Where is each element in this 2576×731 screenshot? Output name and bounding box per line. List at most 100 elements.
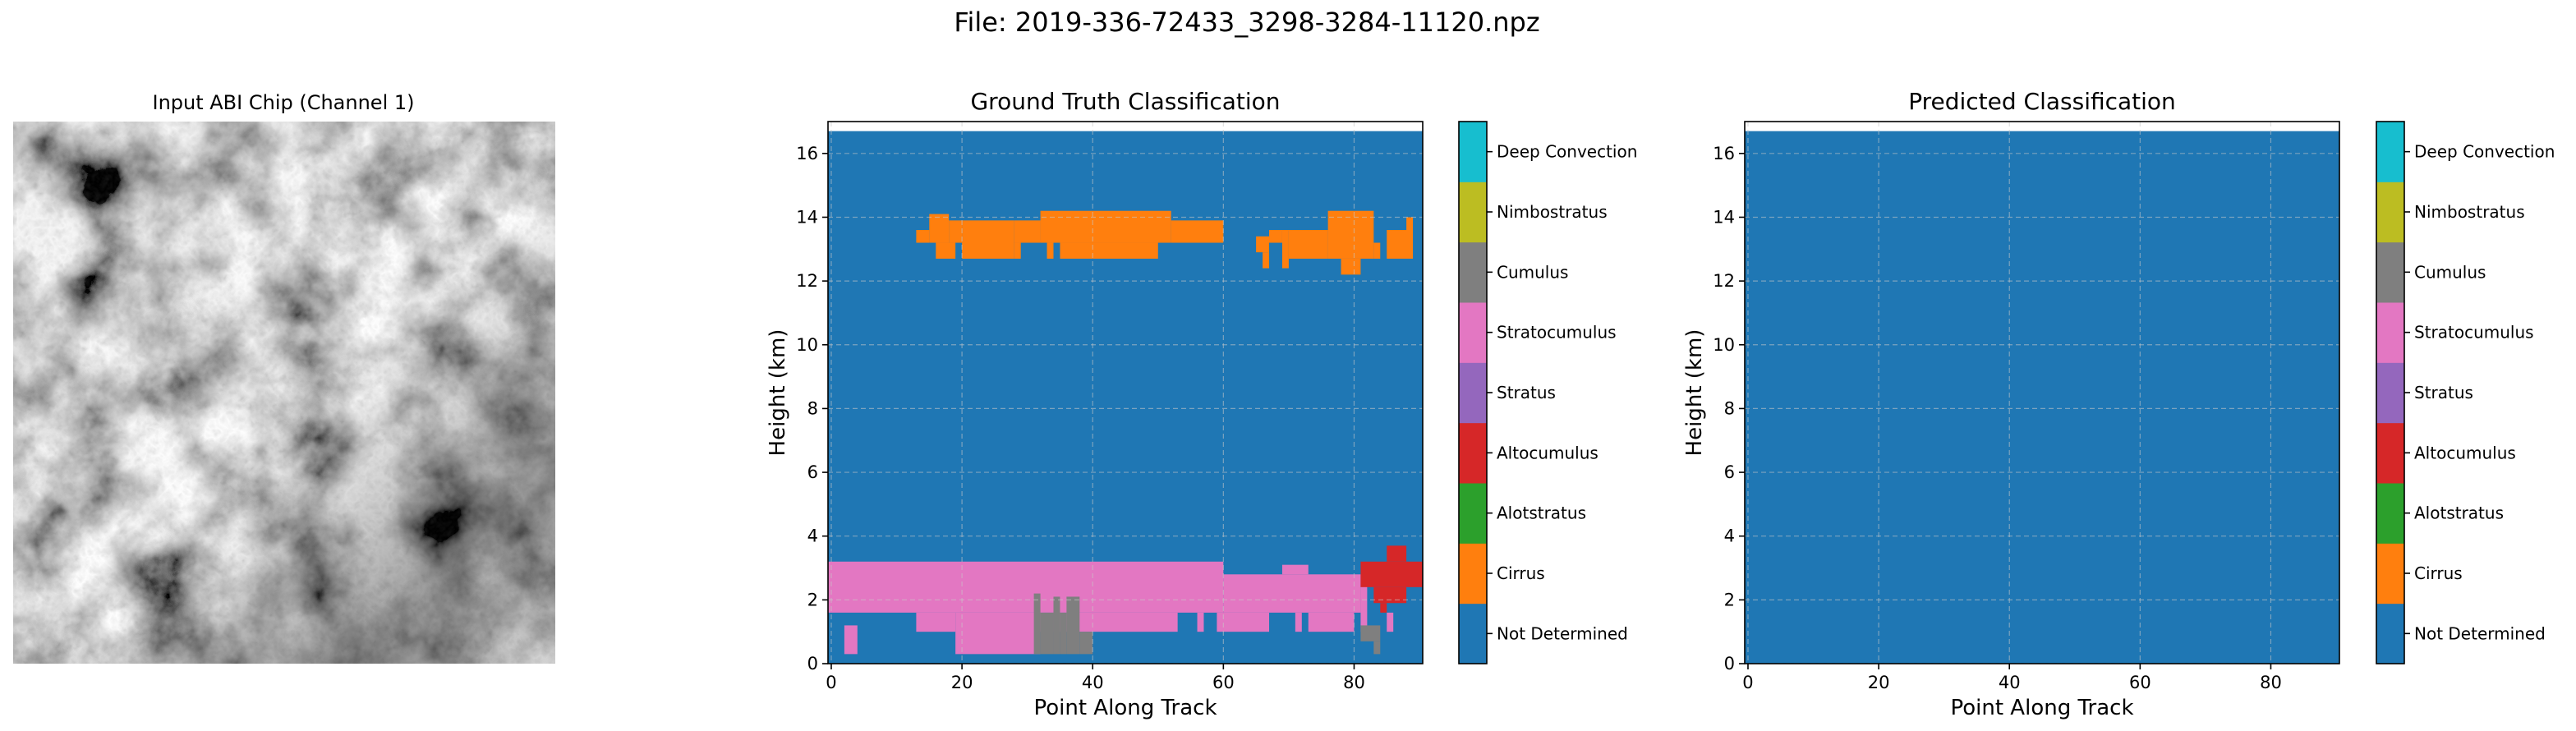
- abi-image-panel: Input ABI Chip (Channel 1): [13, 91, 555, 664]
- colorbar-label: Cumulus: [1497, 262, 1568, 282]
- y-tick-label: 10: [796, 335, 818, 355]
- heatmap-cell-cirrus: [1171, 220, 1224, 243]
- heatmap-cell-cirrus: [1014, 242, 1021, 259]
- colorbar-swatch: [2376, 483, 2404, 544]
- colorbar-label: Cumulus: [2414, 262, 2486, 282]
- colorbar-swatch: [2376, 422, 2404, 484]
- y-tick-label: 0: [1724, 654, 1735, 674]
- y-tick-label: 10: [1713, 335, 1735, 355]
- colorbar-frame: [1458, 121, 1488, 664]
- colorbar-label: Cirrus: [1497, 563, 1545, 583]
- x-tick-label: 80: [1343, 673, 1365, 692]
- heatmap-cell-stratocumulus: [1308, 612, 1355, 632]
- heatmap-cell-altocumulus: [1360, 561, 1423, 587]
- heatmap-cell-cumulus: [1360, 625, 1381, 641]
- heatmap-cell-cumulus: [1033, 593, 1041, 655]
- colorbar-frame: [2376, 121, 2405, 664]
- heatmap-cell-stratocumulus: [916, 612, 956, 632]
- x-tick-label: 80: [2260, 673, 2282, 692]
- y-tick-label: 0: [807, 654, 818, 674]
- heatmap-cell-stratocumulus: [1197, 612, 1204, 632]
- heatmap-cell-cirrus: [1263, 252, 1270, 269]
- heatmap-cell-cirrus: [1040, 210, 1171, 243]
- y-tick-label: 14: [1713, 207, 1735, 227]
- heatmap-cell-stratocumulus: [1223, 574, 1361, 613]
- ground-truth-xlabel: Point Along Track: [1033, 696, 1217, 720]
- heatmap-cell-cirrus: [1046, 242, 1054, 259]
- heatmap-cell-cirrus: [916, 230, 930, 243]
- ground-truth-panel: Ground Truth Classification 0 20 40 60 80 0 2 4…: [766, 88, 1637, 720]
- x-tick-label: 60: [1212, 673, 1235, 692]
- heatmap-cell-cirrus: [1269, 230, 1282, 243]
- y-tick-label: 2: [1724, 590, 1735, 609]
- colorbar-label: Not Determined: [1497, 623, 1628, 643]
- heatmap-cell-cirrus: [1288, 230, 1328, 259]
- heatmap-cell-cirrus: [949, 220, 963, 243]
- colorbar-label: Alotstratus: [2414, 503, 2504, 523]
- heatmap-cell-cirrus: [1014, 220, 1041, 243]
- y-tick-label: 12: [1713, 271, 1735, 291]
- x-tick-label: 40: [1999, 673, 2021, 692]
- ground-truth-ylabel: Height (km): [766, 329, 790, 457]
- colorbar-label: Stratocumulus: [1497, 323, 1617, 343]
- y-tick-label: 2: [807, 590, 818, 609]
- abi-image-shading: [13, 122, 555, 664]
- y-tick-label: 16: [1713, 144, 1735, 163]
- y-tick-label: 14: [796, 207, 818, 227]
- colorbar-label: Stratocumulus: [2414, 323, 2534, 343]
- colorbar-label: Deep Convection: [1497, 142, 1637, 162]
- heatmap-cell-cirrus: [1373, 242, 1381, 259]
- heatmap-cell-cirrus: [1060, 242, 1158, 259]
- heatmap-cell-cirrus: [1387, 230, 1414, 259]
- colorbar-swatch: [1459, 422, 1487, 484]
- heatmap-cell-stratocumulus: [828, 561, 1224, 613]
- colorbar-swatch: [1459, 302, 1487, 363]
- predicted-colorbar: Not Determined Cirrus Alotstratus Altocumul…: [2376, 121, 2555, 664]
- predicted-title: Predicted Classification: [1908, 88, 2176, 115]
- colorbar-swatch: [2376, 302, 2404, 363]
- heatmap-cell-stratocumulus: [1295, 612, 1302, 632]
- colorbar-label: Nimbostratus: [1497, 202, 1608, 222]
- colorbar-label: Not Determined: [2414, 623, 2546, 643]
- heatmap-cell-stratocumulus: [1387, 612, 1394, 632]
- abi-image-title: Input ABI Chip (Channel 1): [152, 91, 414, 114]
- colorbar-swatch: [2376, 241, 2404, 303]
- colorbar-label: Altocumulus: [2414, 443, 2516, 462]
- heatmap-cell-stratocumulus: [1217, 612, 1270, 632]
- heatmap-cell-stratocumulus: [955, 612, 1041, 655]
- x-tick-label: 0: [826, 673, 836, 692]
- x-tick-label: 20: [1868, 673, 1890, 692]
- ground-truth-colorbar: Not Determined Cirrus Alotstratus Altocumul…: [1458, 121, 1637, 664]
- predicted-plot-area: 0 20 40 60 80 0 2 4 6 8 10 12 14 16: [1713, 121, 2340, 692]
- heatmap-cell-cirrus: [936, 242, 956, 259]
- x-tick-label: 20: [951, 673, 973, 692]
- colorbar-label: Deep Convection: [2414, 142, 2555, 162]
- heatmap-cell-altocumulus: [1380, 603, 1387, 613]
- predicted-ylabel: Height (km): [1682, 329, 1707, 457]
- predicted-panel: Predicted Classification 0 20 40 60 80 0 2 4 6 8 1…: [1682, 88, 2555, 720]
- heatmap-cell-cumulus: [1066, 596, 1080, 655]
- ground-truth-plot-area: 0 20 40 60 80 0 2 4 6 8 10 12 14 16: [796, 121, 1424, 692]
- colorbar-swatch: [2376, 543, 2404, 605]
- heatmap-cell-cirrus: [1281, 230, 1289, 269]
- y-tick-label: 4: [807, 526, 818, 546]
- colorbar-label: Altocumulus: [1497, 443, 1598, 462]
- heatmap-cell-cumulus: [1040, 612, 1054, 655]
- axes-frame: [1744, 121, 2340, 664]
- colorbar-label: Cirrus: [2414, 563, 2463, 583]
- x-tick-label: 60: [2129, 673, 2151, 692]
- heatmap-cell-cumulus: [1060, 612, 1067, 655]
- y-tick-label: 4: [1724, 526, 1735, 546]
- figure-suptitle: File: 2019-336-72433_3298-3284-11120.npz: [954, 7, 1539, 38]
- y-tick-label: 16: [796, 144, 818, 163]
- y-tick-label: 8: [807, 398, 818, 418]
- heatmap-cell-cumulus: [1373, 641, 1381, 655]
- colorbar-swatch: [1459, 362, 1487, 424]
- colorbar-label: Stratus: [2414, 383, 2473, 402]
- colorbar-swatch: [1459, 182, 1487, 243]
- colorbar-swatch: [2376, 603, 2404, 664]
- heatmap-cell-cirrus: [1341, 258, 1361, 275]
- heatmap-cell-altocumulus: [1373, 586, 1407, 604]
- heatmap-cell-stratocumulus: [844, 625, 858, 655]
